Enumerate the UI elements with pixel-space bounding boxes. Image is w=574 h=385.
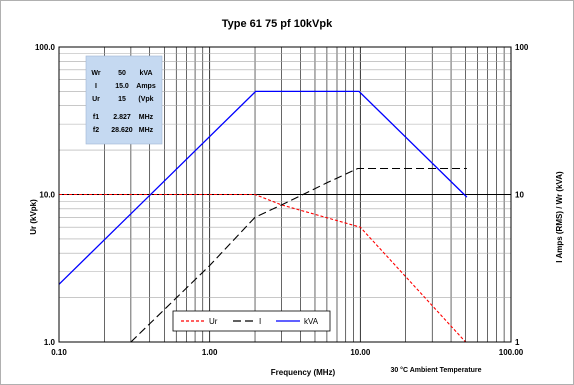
plot-border	[58, 46, 512, 343]
x-tick-label: 0.10	[51, 348, 67, 357]
x-tick-label: 10.00	[350, 348, 371, 357]
info-unit: Amps	[136, 83, 156, 90]
y-tick-label-left: 100.0	[35, 43, 56, 52]
legend-label-i: I	[259, 317, 261, 326]
info-label: I	[95, 83, 97, 90]
info-unit: MHz	[139, 114, 154, 121]
y-axis-label-left: Ur (kVpk)	[29, 199, 38, 235]
y-tick-label-left: 10.0	[39, 191, 55, 200]
y-tick-label-right: 100	[515, 43, 529, 52]
info-value: 50	[118, 70, 126, 77]
y-tick-label-left: 1.0	[44, 338, 56, 347]
info-unit: (Vpk	[138, 96, 153, 103]
legend-label-kva: kVA	[304, 317, 319, 326]
x-tick-label: 100.00	[499, 348, 524, 357]
ambient-temperature-note: 30 °C Ambient Temperature	[390, 366, 481, 374]
x-tick-label: 1.00	[202, 348, 218, 357]
tick-labels: 0.10 1.00 10.00 100.00 1.0 10.0 100.0 1 10 100	[35, 43, 529, 357]
info-unit: kVA	[139, 70, 152, 77]
legend-label-ur: Ur	[209, 317, 218, 326]
info-label: f1	[93, 114, 99, 121]
info-box-panel	[85, 55, 163, 145]
info-value: 15	[118, 96, 126, 103]
x-axis-label: Frequency (MHz)	[271, 368, 336, 377]
series-line-i	[130, 167, 467, 343]
info-value: 2.827	[113, 114, 131, 121]
y-tick-label-right: 10	[515, 191, 524, 200]
info-label: Wr	[91, 70, 100, 77]
info-label: Ur	[92, 96, 100, 103]
chart-title: Type 61 75 pf 10kVpk	[222, 18, 333, 30]
series-group	[58, 90, 468, 343]
info-box: Wr 50 kVA I 15.0 Amps Ur 15 (Vpk f1 2.827 MHz f2 28.6…	[85, 55, 163, 145]
info-value: 15.0	[115, 83, 129, 90]
info-unit: MHz	[139, 127, 154, 134]
series-line-kva	[58, 90, 468, 285]
info-value: 28.620	[111, 127, 133, 134]
series-line-ur	[59, 193, 467, 343]
y-tick-label-right: 1	[515, 338, 520, 347]
y-axis-label-right: I Amps (RMS) / Wr (kVA)	[555, 171, 564, 263]
info-label: f2	[93, 127, 99, 134]
